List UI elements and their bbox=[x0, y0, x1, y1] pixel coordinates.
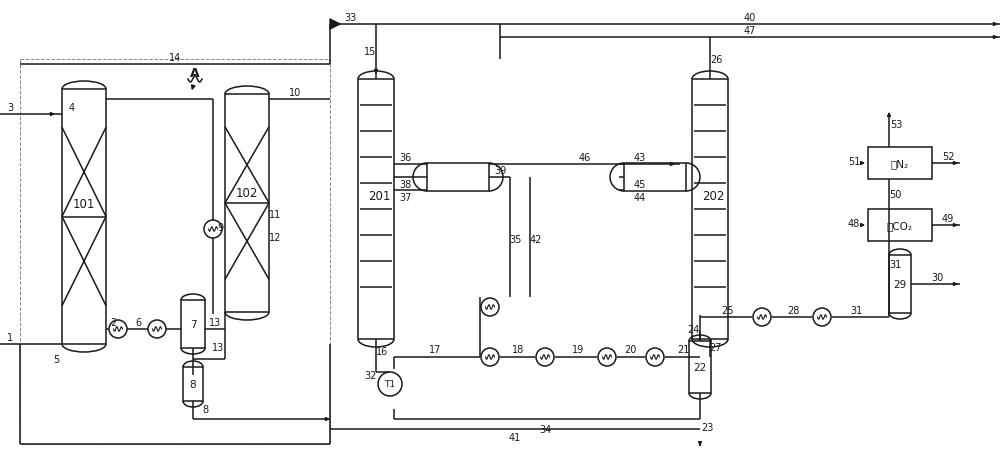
Circle shape bbox=[481, 298, 499, 316]
Text: 脱N₂: 脱N₂ bbox=[891, 159, 909, 168]
Text: 20: 20 bbox=[624, 344, 636, 354]
FancyBboxPatch shape bbox=[225, 95, 269, 312]
Circle shape bbox=[753, 308, 771, 326]
Text: 45: 45 bbox=[634, 179, 646, 190]
Circle shape bbox=[598, 348, 616, 366]
Text: 4: 4 bbox=[69, 103, 75, 113]
Text: 26: 26 bbox=[710, 55, 722, 65]
Text: 16: 16 bbox=[376, 346, 388, 356]
Text: 39: 39 bbox=[494, 166, 506, 176]
Polygon shape bbox=[330, 20, 340, 30]
Text: 21: 21 bbox=[677, 344, 689, 354]
Text: 脱CO₂: 脱CO₂ bbox=[887, 220, 913, 230]
Text: 101: 101 bbox=[73, 198, 95, 211]
Circle shape bbox=[536, 348, 554, 366]
Text: 38: 38 bbox=[399, 179, 411, 190]
Text: 1: 1 bbox=[7, 332, 13, 342]
Text: 7: 7 bbox=[190, 319, 196, 329]
Circle shape bbox=[813, 308, 831, 326]
Text: 10: 10 bbox=[289, 88, 301, 98]
Text: 35: 35 bbox=[510, 235, 522, 245]
Text: 43: 43 bbox=[634, 153, 646, 162]
Text: 202: 202 bbox=[702, 190, 724, 203]
Text: 11: 11 bbox=[269, 210, 281, 219]
Text: 40: 40 bbox=[744, 13, 756, 23]
Text: 8: 8 bbox=[190, 379, 196, 389]
FancyBboxPatch shape bbox=[427, 164, 489, 191]
Text: 18: 18 bbox=[512, 344, 524, 354]
Text: 52: 52 bbox=[942, 151, 954, 162]
Text: 15: 15 bbox=[364, 47, 376, 57]
FancyBboxPatch shape bbox=[183, 367, 203, 401]
Text: 3: 3 bbox=[7, 103, 13, 113]
Text: 31: 31 bbox=[889, 259, 901, 269]
Text: 27: 27 bbox=[710, 342, 722, 352]
FancyBboxPatch shape bbox=[868, 210, 932, 241]
FancyBboxPatch shape bbox=[889, 256, 911, 313]
Text: 47: 47 bbox=[744, 26, 756, 36]
Text: 50: 50 bbox=[889, 190, 901, 200]
Circle shape bbox=[481, 348, 499, 366]
Text: 24: 24 bbox=[687, 325, 699, 334]
Text: 9: 9 bbox=[217, 223, 223, 233]
Text: 42: 42 bbox=[530, 235, 542, 245]
FancyBboxPatch shape bbox=[358, 80, 394, 339]
Text: 46: 46 bbox=[579, 153, 591, 162]
Text: 12: 12 bbox=[269, 233, 281, 242]
Text: 102: 102 bbox=[236, 186, 258, 199]
Circle shape bbox=[109, 320, 127, 338]
Text: 23: 23 bbox=[701, 422, 713, 432]
Text: 17: 17 bbox=[429, 344, 441, 354]
Text: 34: 34 bbox=[539, 424, 551, 434]
Text: 32: 32 bbox=[364, 370, 376, 380]
Text: 25: 25 bbox=[722, 305, 734, 315]
FancyBboxPatch shape bbox=[624, 164, 686, 191]
Circle shape bbox=[148, 320, 166, 338]
Circle shape bbox=[204, 220, 222, 239]
Text: 31: 31 bbox=[850, 305, 862, 315]
Text: 44: 44 bbox=[634, 193, 646, 202]
Text: 5: 5 bbox=[53, 354, 59, 364]
Text: 28: 28 bbox=[787, 305, 799, 315]
Text: 51: 51 bbox=[848, 157, 860, 167]
Text: 48: 48 bbox=[848, 218, 860, 229]
Text: 13: 13 bbox=[212, 342, 224, 352]
Text: 19: 19 bbox=[572, 344, 584, 354]
Text: 36: 36 bbox=[399, 153, 411, 162]
Text: 37: 37 bbox=[399, 193, 411, 202]
Text: 2: 2 bbox=[110, 317, 116, 327]
Text: T1: T1 bbox=[384, 380, 396, 389]
Text: 33: 33 bbox=[344, 13, 356, 23]
Text: 13: 13 bbox=[209, 317, 221, 327]
FancyBboxPatch shape bbox=[689, 341, 711, 393]
FancyBboxPatch shape bbox=[181, 300, 205, 348]
Text: 41: 41 bbox=[509, 432, 521, 442]
FancyBboxPatch shape bbox=[62, 90, 106, 344]
FancyBboxPatch shape bbox=[692, 80, 728, 339]
Text: 30: 30 bbox=[931, 272, 943, 282]
Text: A: A bbox=[190, 67, 200, 79]
Circle shape bbox=[378, 372, 402, 396]
Text: 53: 53 bbox=[890, 120, 902, 130]
Text: 6: 6 bbox=[135, 317, 141, 327]
Text: 8: 8 bbox=[202, 404, 208, 414]
Text: 22: 22 bbox=[693, 362, 707, 372]
Text: 14: 14 bbox=[169, 53, 181, 63]
Text: 49: 49 bbox=[942, 213, 954, 224]
Text: 201: 201 bbox=[368, 190, 390, 203]
FancyBboxPatch shape bbox=[868, 148, 932, 179]
Circle shape bbox=[646, 348, 664, 366]
Text: 29: 29 bbox=[893, 280, 907, 289]
